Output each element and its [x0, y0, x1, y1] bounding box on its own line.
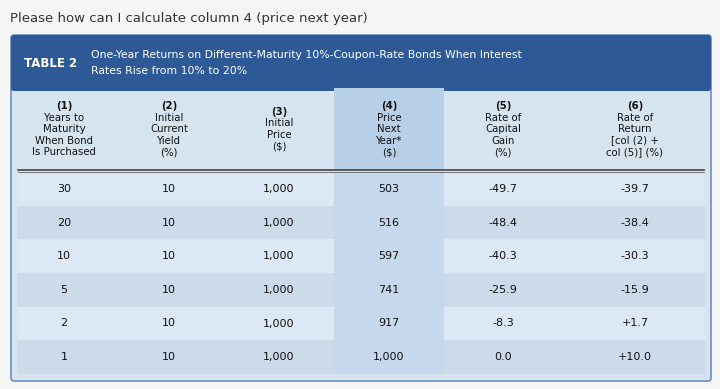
Text: -39.7: -39.7 [621, 184, 649, 194]
Text: (6): (6) [627, 101, 643, 111]
Text: 1,000: 1,000 [264, 285, 294, 295]
Text: -8.3: -8.3 [492, 319, 514, 328]
Bar [334, 206, 444, 239]
Text: 0.0: 0.0 [494, 352, 512, 362]
Text: When Bond: When Bond [35, 135, 93, 145]
Bar [334, 273, 444, 307]
Text: (3): (3) [271, 107, 287, 117]
Text: 10: 10 [162, 217, 176, 228]
Bar [17, 172, 705, 206]
Text: Initial: Initial [155, 112, 183, 123]
Text: One-Year Returns on Different-Maturity 10%-Coupon-Rate Bonds When Interest: One-Year Returns on Different-Maturity 1… [91, 50, 522, 60]
Text: (%): (%) [161, 147, 178, 157]
Text: 10: 10 [162, 285, 176, 295]
Text: Years to: Years to [44, 112, 84, 123]
Text: col (5)] (%): col (5)] (%) [606, 147, 664, 157]
Text: 917: 917 [379, 319, 400, 328]
Text: 10: 10 [57, 251, 71, 261]
Text: 1: 1 [60, 352, 68, 362]
Text: Please how can I calculate column 4 (price next year): Please how can I calculate column 4 (pri… [10, 12, 368, 25]
Text: Price: Price [377, 112, 401, 123]
Text: -30.3: -30.3 [621, 251, 649, 261]
Text: 516: 516 [379, 217, 400, 228]
Text: Maturity: Maturity [42, 124, 85, 134]
Text: (2): (2) [161, 101, 177, 111]
Text: (%): (%) [494, 147, 512, 157]
Bar [17, 41, 85, 85]
Bar [334, 340, 444, 374]
Text: 30: 30 [57, 184, 71, 194]
Text: 10: 10 [162, 251, 176, 261]
Bar [334, 307, 444, 340]
Bar [334, 239, 444, 273]
Text: 1,000: 1,000 [264, 319, 294, 328]
Text: -15.9: -15.9 [621, 285, 649, 295]
Bar [17, 273, 705, 307]
Text: 1,000: 1,000 [264, 184, 294, 194]
Bar [334, 88, 444, 170]
Text: 10: 10 [162, 352, 176, 362]
Text: 1,000: 1,000 [264, 352, 294, 362]
Text: Rates Rise from 10% to 20%: Rates Rise from 10% to 20% [91, 66, 247, 76]
Text: Price: Price [266, 130, 292, 140]
Text: Initial: Initial [265, 118, 293, 128]
Text: ($): ($) [382, 147, 396, 157]
Text: 2: 2 [60, 319, 68, 328]
Text: -48.4: -48.4 [488, 217, 518, 228]
Text: -40.3: -40.3 [489, 251, 518, 261]
Text: -38.4: -38.4 [621, 217, 649, 228]
Text: 1,000: 1,000 [264, 217, 294, 228]
Text: 20: 20 [57, 217, 71, 228]
Text: -25.9: -25.9 [489, 285, 518, 295]
Text: Is Purchased: Is Purchased [32, 147, 96, 157]
Text: 5: 5 [60, 285, 68, 295]
Text: Rate of: Rate of [617, 112, 653, 123]
Text: 597: 597 [379, 251, 400, 261]
Text: 741: 741 [379, 285, 400, 295]
Text: Rate of: Rate of [485, 112, 521, 123]
Text: Gain: Gain [491, 135, 515, 145]
Text: 1,000: 1,000 [373, 352, 405, 362]
Text: -49.7: -49.7 [488, 184, 518, 194]
Bar [17, 80, 705, 90]
Text: ($): ($) [271, 141, 287, 151]
Text: 1,000: 1,000 [264, 251, 294, 261]
Text: (5): (5) [495, 101, 511, 111]
Text: (1): (1) [56, 101, 72, 111]
Text: +1.7: +1.7 [621, 319, 649, 328]
Text: [col (2) +: [col (2) + [611, 135, 659, 145]
Text: TABLE 2: TABLE 2 [24, 56, 78, 70]
Text: 10: 10 [162, 319, 176, 328]
Bar [17, 206, 705, 239]
Text: Year*: Year* [376, 135, 402, 145]
Bar [17, 307, 705, 340]
Text: 10: 10 [162, 184, 176, 194]
Text: Return: Return [618, 124, 652, 134]
Text: Next: Next [377, 124, 401, 134]
Bar [17, 239, 705, 273]
Text: +10.0: +10.0 [618, 352, 652, 362]
Bar [334, 172, 444, 206]
Text: Capital: Capital [485, 124, 521, 134]
FancyBboxPatch shape [11, 35, 711, 381]
Bar [17, 340, 705, 374]
FancyBboxPatch shape [11, 35, 711, 91]
Text: Yield: Yield [157, 135, 181, 145]
Text: 503: 503 [379, 184, 400, 194]
Text: Current: Current [150, 124, 188, 134]
Text: (4): (4) [381, 101, 397, 111]
